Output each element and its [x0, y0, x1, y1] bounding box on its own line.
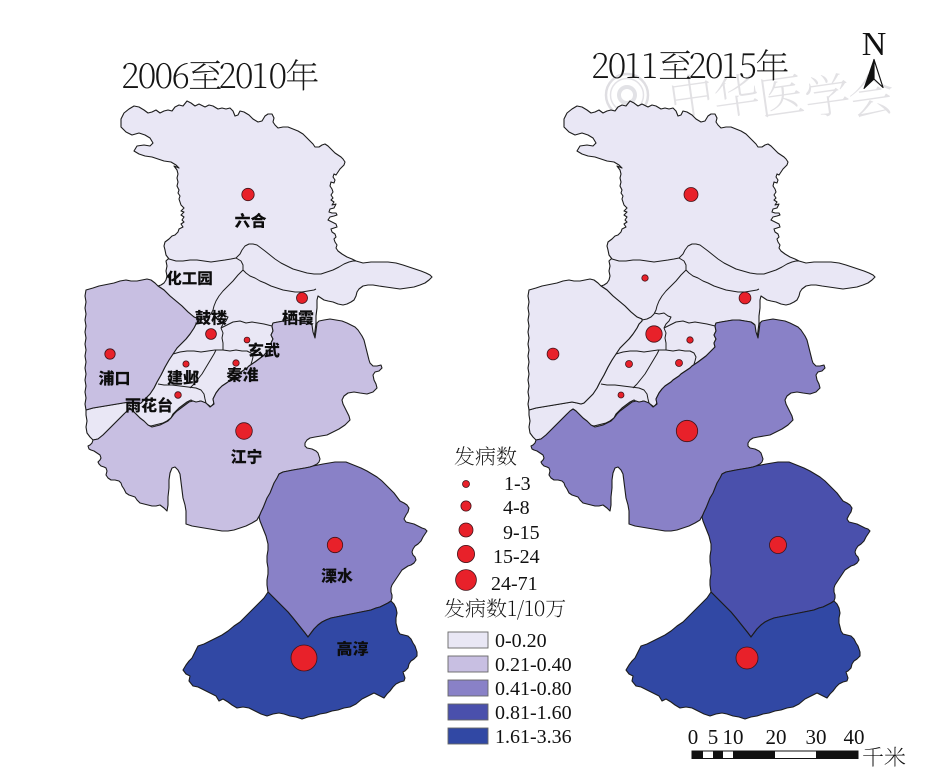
svg-text:0.81-1.60: 0.81-1.60 — [495, 702, 572, 724]
svg-text:10: 10 — [723, 725, 744, 749]
svg-text:40: 40 — [844, 725, 865, 749]
svg-text:0-0.20: 0-0.20 — [495, 630, 547, 652]
svg-text:1-3: 1-3 — [504, 473, 531, 495]
svg-text:N: N — [862, 26, 887, 63]
svg-text:24-71: 24-71 — [491, 573, 538, 595]
svg-text:5: 5 — [708, 725, 719, 749]
svg-text:30: 30 — [806, 725, 827, 749]
svg-text:0.21-0.40: 0.21-0.40 — [495, 654, 572, 676]
svg-text:9-15: 9-15 — [503, 522, 540, 544]
svg-text:0.41-0.80: 0.41-0.80 — [495, 678, 572, 700]
svg-text:15-24: 15-24 — [493, 546, 540, 568]
svg-text:20: 20 — [766, 725, 787, 749]
svg-text:4-8: 4-8 — [503, 497, 530, 519]
svg-text:0: 0 — [688, 725, 699, 749]
svg-text:1.61-3.36: 1.61-3.36 — [495, 726, 572, 748]
